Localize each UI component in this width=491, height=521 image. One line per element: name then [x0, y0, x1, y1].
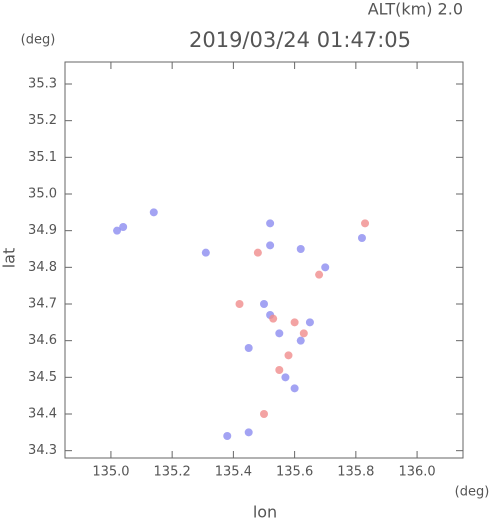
y-unit: (deg): [21, 33, 56, 48]
data-point: [260, 410, 268, 418]
x-tick-label: 135.6: [276, 465, 313, 480]
data-point: [275, 329, 284, 338]
data-point: [244, 344, 253, 352]
y-tick-label: 34.4: [28, 407, 57, 422]
data-point: [235, 300, 244, 308]
x-tick-label: 135.8: [337, 465, 374, 480]
data-point: [290, 318, 299, 327]
data-point: [260, 300, 268, 308]
data-point: [284, 351, 293, 360]
x-axis-label: lon: [253, 503, 277, 521]
chart-title: 2019/03/24 01:47:05: [189, 28, 411, 52]
data-point: [223, 432, 232, 440]
data-point: [113, 226, 122, 235]
data-point: [361, 219, 370, 228]
data-point: [321, 263, 330, 272]
data-point: [296, 336, 305, 345]
data-point: [253, 248, 262, 257]
data-point: [315, 270, 324, 279]
y-tick-label: 34.3: [28, 443, 57, 458]
y-tick-label: 35.0: [28, 187, 57, 202]
y-tick-label: 34.5: [28, 370, 57, 385]
data-point: [357, 234, 366, 242]
data-point: [290, 384, 299, 393]
y-tick-label: 34.6: [28, 333, 57, 348]
data-point: [201, 248, 210, 257]
y-axis-label: lat: [0, 248, 19, 269]
data-point: [299, 329, 308, 338]
plot-frame: [64, 61, 464, 459]
data-point: [305, 318, 314, 327]
data-point: [269, 314, 278, 323]
data-point: [296, 245, 305, 253]
y-tick-label: 35.1: [28, 150, 57, 165]
subtitle: ALT(km) 2.0: [368, 0, 463, 19]
x-tick-label: 135.4: [215, 465, 252, 480]
x-tick-label: 136.0: [398, 465, 435, 480]
data-point: [266, 219, 275, 228]
x-tick-label: 135.2: [154, 465, 191, 480]
data-point: [244, 428, 253, 437]
y-tick-label: 35.2: [28, 113, 57, 128]
data-point: [119, 223, 128, 231]
y-tick-label: 35.3: [28, 77, 57, 92]
data-point: [275, 366, 284, 374]
data-point: [266, 241, 275, 250]
data-point: [149, 208, 158, 217]
x-tick-label: 135.0: [92, 465, 129, 480]
y-tick-label: 34.8: [28, 260, 57, 275]
x-unit: (deg): [455, 485, 490, 500]
y-tick-label: 34.7: [28, 297, 57, 312]
data-point: [281, 373, 290, 382]
y-tick-label: 34.9: [28, 223, 57, 238]
